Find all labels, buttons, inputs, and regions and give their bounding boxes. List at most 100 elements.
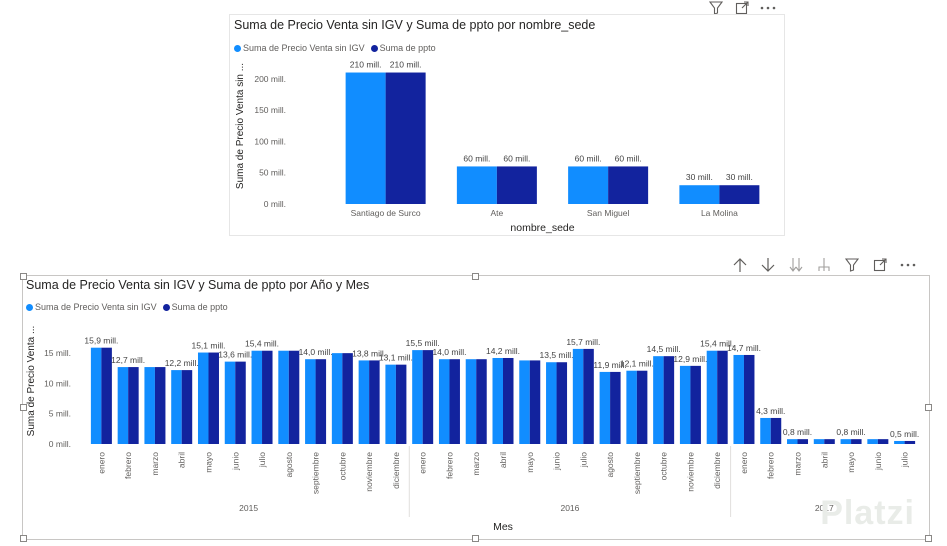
bar-ppto — [877, 439, 889, 444]
bar-precio — [438, 359, 450, 444]
bar-ppto — [797, 439, 809, 444]
data-label: 12,9 mill. — [673, 354, 707, 364]
month-bar-chart[interactable]: Suma de Precio Venta sin IGV y Suma de p… — [20, 273, 932, 542]
data-label: 15,1 mill. — [191, 341, 225, 351]
more-options-icon[interactable] — [900, 257, 916, 273]
x-group-label: 2016 — [560, 503, 579, 513]
resize-handle-left[interactable] — [20, 404, 27, 411]
y-tick-label: 100 mill. — [254, 136, 286, 146]
x-group-label: 2015 — [239, 503, 258, 513]
bar-precio — [90, 347, 102, 444]
focus-mode-icon[interactable] — [734, 0, 750, 16]
bar-ppto — [496, 166, 537, 204]
bar-ppto — [476, 359, 487, 444]
x-tick-label: abril — [498, 452, 508, 468]
legend-label: Suma de ppto — [379, 43, 436, 53]
resize-handle-right[interactable] — [925, 404, 932, 411]
bar-precio — [519, 360, 530, 444]
bar-precio — [117, 367, 129, 444]
legend-item-series1[interactable]: Suma de Precio Venta sin IGV — [26, 302, 157, 312]
x-group-label: 2017 — [815, 503, 834, 513]
data-label: 14,0 mill. — [432, 347, 466, 357]
bar-precio — [305, 359, 316, 444]
bar-precio — [197, 352, 209, 444]
resize-handle-bottom-left[interactable] — [20, 535, 27, 542]
chart-title: Suma de Precio Venta sin IGV y Suma de p… — [26, 278, 370, 292]
data-label: 15,4 mill. — [700, 339, 734, 349]
bar-precio — [813, 439, 825, 444]
bar-ppto — [181, 370, 193, 444]
legend-item-series2[interactable]: Suma de ppto — [162, 302, 228, 312]
y-axis-title: Suma de Precio Venta sin ... — [235, 63, 246, 189]
data-label: 13,5 mill. — [540, 350, 574, 360]
bar-ppto — [690, 365, 701, 444]
resize-handle-bottom-right[interactable] — [925, 535, 932, 542]
data-label: 15,5 mill. — [406, 338, 440, 348]
data-label: 12,7 mill. — [111, 355, 145, 365]
data-label: 15,9 mill. — [84, 336, 118, 346]
expand-hierarchy-icon[interactable] — [816, 257, 832, 273]
drill-down-icon[interactable] — [760, 257, 776, 273]
legend-item-series1[interactable]: Suma de Precio Venta sin IGV — [234, 43, 365, 53]
x-tick-label: diciembre — [391, 452, 401, 489]
bar-precio — [492, 357, 503, 444]
bar-ppto — [369, 360, 380, 444]
bar-precio — [760, 417, 771, 444]
x-tick-label: julio — [900, 452, 910, 468]
data-label: 0,8 mill. — [783, 427, 812, 437]
bar-ppto — [529, 360, 541, 444]
filter-icon[interactable] — [708, 0, 724, 16]
data-label: 15,7 mill. — [566, 337, 600, 347]
data-label: 14,5 mill. — [647, 344, 681, 354]
x-tick-label: julio — [257, 452, 267, 468]
bar-ppto — [503, 357, 514, 444]
x-tick-label: mayo — [525, 452, 535, 473]
x-tick-label: junio — [552, 452, 562, 471]
bar-precio — [733, 354, 744, 444]
x-tick-label: marzo — [150, 452, 160, 476]
bar-ppto — [342, 353, 353, 444]
x-tick-label: octubre — [337, 452, 347, 481]
data-label: 30 mill. — [686, 172, 713, 182]
bar-precio — [706, 350, 718, 444]
x-tick-label: junio — [873, 452, 883, 471]
data-label: 13,1 mill. — [379, 353, 413, 363]
x-tick-label: agosto — [284, 452, 294, 478]
x-tick-label: noviembre — [685, 452, 695, 492]
bar-precio — [224, 361, 236, 444]
resize-handle-top-left[interactable] — [20, 273, 27, 280]
data-label: 4,3 mill. — [756, 406, 785, 416]
legend-item-series2[interactable]: Suma de ppto — [370, 43, 436, 53]
y-tick-label: 150 mill. — [254, 105, 286, 115]
x-tick-label: junio — [230, 452, 240, 471]
sede-bar-chart[interactable]: Suma de Precio Venta sin IGV y Suma de p… — [229, 14, 785, 236]
expand-all-icon[interactable] — [788, 257, 804, 273]
filter-icon[interactable] — [844, 257, 860, 273]
data-label: 0,8 mill. — [836, 427, 865, 437]
bar-precio — [679, 185, 720, 204]
x-tick-label: octubre — [659, 452, 669, 481]
bar-precio — [787, 439, 798, 444]
bar-ppto — [449, 359, 460, 444]
chart-plot: Suma de Precio Venta ... 0 mill. 5 mill. 10… — [26, 326, 919, 533]
y-tick-label: 10 mill. — [44, 378, 71, 388]
bar-precio — [358, 360, 370, 444]
x-tick-label: enero — [739, 452, 749, 474]
bar-ppto — [743, 354, 755, 444]
resize-handle-top[interactable] — [472, 273, 479, 280]
focus-mode-icon[interactable] — [872, 257, 888, 273]
bar-ppto — [663, 356, 675, 444]
bar-ppto — [315, 359, 327, 444]
x-tick-label: mayo — [203, 452, 213, 473]
data-label: 12,1 mill. — [620, 359, 654, 369]
bar-ppto — [235, 361, 246, 444]
bar-precio — [679, 365, 691, 444]
drill-up-icon[interactable] — [732, 257, 748, 273]
more-options-icon[interactable] — [760, 0, 776, 16]
legend-label: Suma de ppto — [171, 302, 228, 312]
bar-precio — [568, 166, 609, 204]
bar-ppto — [288, 350, 300, 444]
resize-handle-bottom[interactable] — [472, 535, 479, 542]
bar-ppto — [824, 439, 835, 444]
x-tick-label: La Molina — [701, 208, 738, 218]
